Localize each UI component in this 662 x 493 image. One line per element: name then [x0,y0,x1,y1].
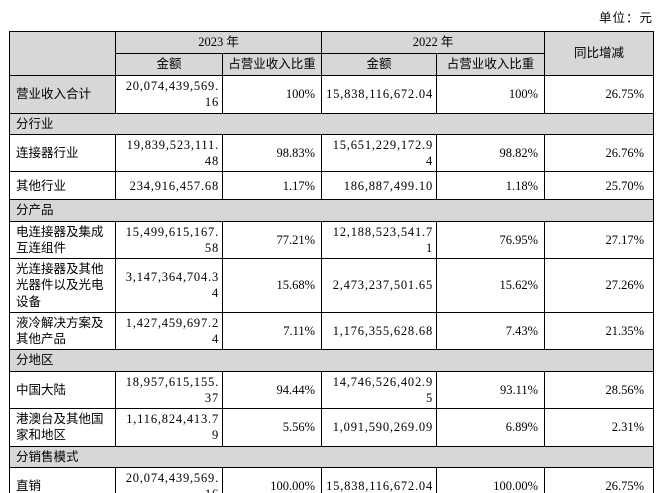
section-row: 分地区 [8,349,655,372]
yoy-value: 26.76% [544,133,655,173]
amount-2022: 14,746,526,402.95 [321,370,438,409]
section-row: 分产品 [8,199,655,222]
section-label: 分产品 [8,199,655,222]
share-2023: 15.68% [221,258,323,313]
amount-2022-header: 金额 [321,53,438,76]
share-2022-header: 占营业收入比重 [436,53,546,76]
table-body: 营业收入合计 20,074,439,569.16 100% 15,838,116,67… [8,75,655,493]
yoy-value: 25.70% [544,171,655,201]
yoy-value: 27.26% [544,258,655,313]
section-label: 分行业 [8,112,655,135]
row-label: 中国大陆 [9,370,116,409]
share-2022: 100.00% [436,466,546,493]
amount-2022: 15,838,116,672.04 [321,466,438,493]
data-row: 液冷解决方案及其他产品 1,427,459,697.24 7.11% 1,176,35… [9,311,655,351]
yoy-header: 同比增减 [544,31,655,76]
share-2022: 15.62% [436,258,546,313]
amount-2023: 15,499,615,167.58 [115,220,223,259]
year-2022-header: 2022 年 [321,31,546,54]
share-2023: 77.21% [221,220,323,259]
share-2023: 1.17% [221,171,323,201]
share-2022: 6.89% [436,408,546,447]
amount-2022: 15,651,229,172.94 [321,133,438,173]
row-label: 营业收入合计 [9,75,116,114]
row-label: 电连接器及集成互连组件 [9,220,116,259]
share-2023: 100.00% [221,466,323,493]
data-row: 连接器行业 19,839,523,111.48 98.83% 15,651,229,1… [9,133,655,173]
row-label: 直销 [9,466,116,493]
share-2023: 7.11% [221,311,323,351]
share-2022: 93.11% [436,370,546,409]
amount-2023: 1,427,459,697.24 [115,311,223,351]
revenue-breakdown-table: 2023 年 2022 年 同比增减 金额 占营业收入比重 金额 占营业收入比重… [8,31,655,493]
share-2023: 100% [221,75,323,114]
data-row: 中国大陆 18,957,615,155.37 94.44% 14,746,526,40… [9,370,655,409]
data-row: 光连接器及其他光器件以及光电设备 3,147,364,704.34 15.68% 2,… [9,258,655,313]
row-label: 港澳台及其他国家和地区 [9,408,116,447]
share-2022: 100% [436,75,546,114]
amount-2023: 20,074,439,569.16 [115,75,223,114]
yoy-value: 27.17% [544,220,655,259]
data-row: 港澳台及其他国家和地区 1,116,824,413.79 5.56% 1,091,59… [9,408,655,447]
corner-cell [9,31,116,76]
yoy-value: 26.75% [544,466,655,493]
share-2022: 7.43% [436,311,546,351]
share-2022: 76.95% [436,220,546,259]
amount-2022: 186,887,499.10 [321,171,438,201]
share-2023: 5.56% [221,408,323,447]
row-label: 液冷解决方案及其他产品 [9,311,116,351]
amount-2023: 1,116,824,413.79 [115,408,223,447]
amount-2022: 12,188,523,541.71 [321,220,438,259]
amount-2023: 234,916,457.68 [115,171,223,201]
data-row: 电连接器及集成互连组件 15,499,615,167.58 77.21% 12,188… [9,220,655,259]
yoy-value: 2.31% [544,408,655,447]
section-row: 分销售模式 [8,445,655,468]
data-row: 营业收入合计 20,074,439,569.16 100% 15,838,116,67… [9,75,655,114]
section-label: 分销售模式 [8,445,655,468]
share-2023: 94.44% [221,370,323,409]
amount-2022: 2,473,237,501.65 [321,258,438,313]
header-row-measures: 金额 占营业收入比重 金额 占营业收入比重 [10,53,654,76]
data-row: 直销20,074,439,569.16100.00%15,838,116,672… [9,466,655,493]
share-2022: 98.82% [436,133,546,173]
section-label: 分地区 [8,349,655,372]
yoy-value: 28.56% [544,370,655,409]
row-label: 其他行业 [9,171,116,201]
amount-2023-header: 金额 [115,53,223,76]
amount-2022: 1,091,590,269.09 [321,408,438,447]
row-label: 光连接器及其他光器件以及光电设备 [9,258,116,313]
share-2023: 98.83% [221,133,323,173]
year-2023-header: 2023 年 [114,31,323,54]
amount-2023: 3,147,364,704.34 [115,258,223,313]
share-2023-header: 占营业收入比重 [221,53,323,76]
yoy-value: 26.75% [544,75,655,114]
table-header: 2023 年 2022 年 同比增减 金额 占营业收入比重 金额 占营业收入比重 [9,31,655,76]
row-label: 连接器行业 [9,133,116,173]
amount-2022: 1,176,355,628.68 [321,311,438,351]
amount-2023: 19,839,523,111.48 [115,133,223,173]
amount-2023: 20,074,439,569.16 [115,466,223,493]
amount-2022: 15,838,116,672.04 [321,75,438,114]
amount-2023: 18,957,615,155.37 [115,370,223,409]
header-row-years: 2023 年 2022 年 同比增减 [9,31,655,76]
unit-label: 单位：元 [598,11,653,25]
section-row: 分行业 [8,112,655,135]
yoy-value: 21.35% [544,311,655,351]
data-row: 其他行业 234,916,457.68 1.17% 186,887,499.10 1.1… [9,171,655,201]
share-2022: 1.18% [436,171,546,201]
